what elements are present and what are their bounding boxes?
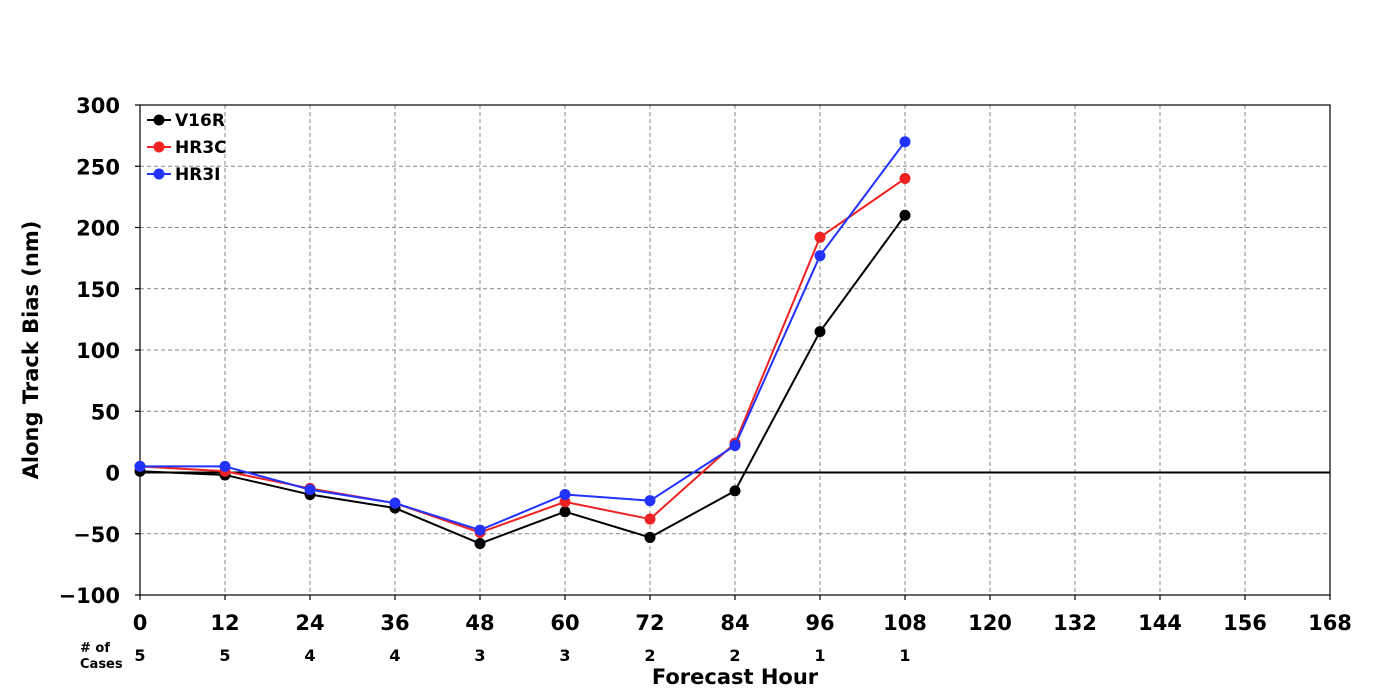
cases-count-label: 5 [219, 646, 230, 665]
x-tick-label: 60 [550, 611, 579, 635]
x-axis-ticks: 0 12 24 36 48 60 72 84 96 108 120 132 144 156 168 [133, 595, 1352, 635]
x-tick-label: 132 [1053, 611, 1097, 635]
data-point-v16r [644, 531, 656, 543]
x-tick-label: 12 [210, 611, 239, 635]
data-point-hr3c [899, 173, 911, 184]
data-point-hr3i [474, 524, 486, 536]
series-line-hr3c [139, 177, 906, 534]
y-tick-label: 300 [76, 94, 120, 118]
grid [140, 105, 1330, 595]
series-line-hr3i [140, 141, 906, 532]
x-tick-label: 156 [1223, 611, 1267, 635]
data-point-v16r [814, 326, 826, 338]
data-point-hr3i [559, 489, 571, 501]
legend-label-hr3i: HR3I [175, 165, 220, 185]
x-tick-label: 24 [295, 611, 324, 635]
cases-count-label: 5 [134, 646, 145, 665]
legend-label-hr3c: HR3C [175, 138, 227, 158]
data-point-hr3i [134, 460, 146, 472]
data-point-v16r [899, 209, 911, 221]
cases-count-label: 1 [814, 646, 825, 665]
cases-title-line2: Cases [80, 657, 123, 672]
legend-marker-v16r [153, 114, 165, 126]
data-point-hr3i [644, 495, 656, 507]
data-point-hr3i [814, 250, 826, 262]
legend-marker-hr3i [153, 168, 165, 180]
cases-count-label: 2 [644, 646, 655, 665]
x-tick-label: 72 [635, 611, 664, 635]
x-tick-label: 96 [805, 611, 834, 635]
x-axis-title: Forecast Hour [652, 665, 819, 689]
x-tick-label: 144 [1138, 611, 1182, 635]
legend: V16R HR3C HR3I [147, 111, 227, 185]
cases-count-label: 2 [729, 646, 740, 665]
x-tick-label: 84 [720, 611, 749, 635]
series-lines [134, 136, 911, 550]
y-tick-label: 250 [76, 155, 120, 179]
cases-title-line1: # of [80, 641, 110, 656]
y-tick-label: 150 [76, 278, 120, 302]
cases-count-label: 3 [559, 646, 570, 665]
data-point-hr3i [219, 460, 231, 472]
y-tick-label: 200 [76, 217, 120, 241]
data-point-hr3c [814, 231, 826, 243]
x-tick-label: 108 [883, 611, 927, 635]
data-point-hr3i [389, 497, 401, 509]
data-point-hr3i [729, 440, 741, 452]
cases-count-label: 4 [304, 646, 315, 665]
series-line-v16r [139, 214, 906, 545]
x-tick-label: 0 [133, 611, 148, 635]
cases-count-label: 4 [389, 646, 400, 665]
cases-count-label: 3 [474, 646, 485, 665]
data-point-v16r [729, 485, 741, 497]
y-tick-label: 50 [91, 400, 120, 424]
y-tick-label: 100 [76, 339, 120, 363]
y-tick-label: 0 [105, 462, 120, 486]
y-tick-label: −50 [73, 523, 120, 547]
data-point-hr3i [899, 136, 911, 148]
y-axis-title: Along Track Bias (nm) [19, 221, 43, 480]
x-tick-label: 120 [968, 611, 1012, 635]
data-point-hr3c [644, 513, 656, 525]
cases-row: # of Cases 5 5 4 4 3 3 2 2 1 1 [80, 641, 911, 672]
y-tick-label: −100 [59, 584, 120, 608]
legend-label-v16r: V16R [175, 111, 225, 131]
legend-marker-hr3c [153, 141, 165, 153]
data-point-hr3i [304, 484, 316, 496]
x-tick-label: 36 [380, 611, 409, 635]
x-tick-label: 168 [1308, 611, 1352, 635]
data-point-v16r [474, 538, 486, 550]
cases-count-label: 1 [899, 646, 910, 665]
y-axis-ticks: −100 −50 0 50 100 150 200 250 300 [59, 94, 140, 608]
x-tick-label: 48 [465, 611, 494, 635]
data-point-v16r [559, 506, 571, 518]
